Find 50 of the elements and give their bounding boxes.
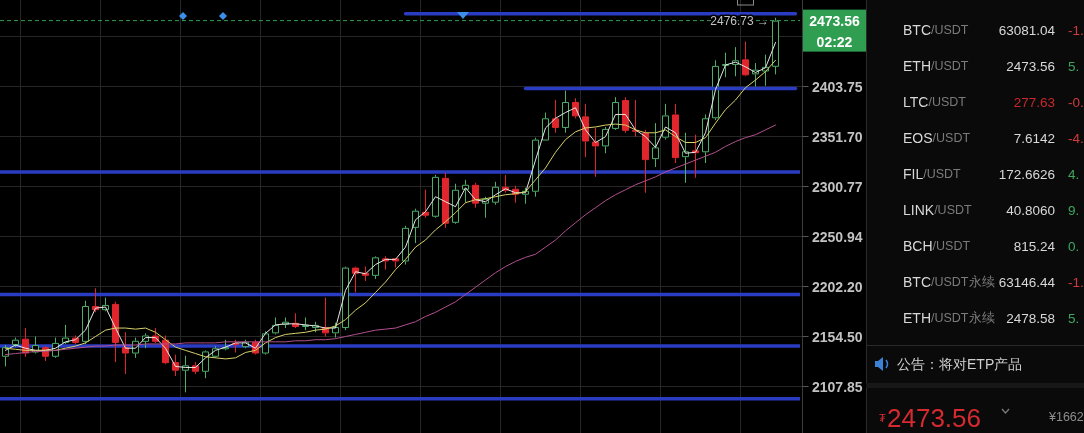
y-tick-label: 2403.75 [812, 78, 863, 95]
text: -1. [1068, 274, 1084, 290]
text: 2473.56 [1006, 58, 1055, 74]
text: 4. [1068, 166, 1080, 182]
text: ETH [903, 310, 931, 326]
ref-line-label: 2473.56 [809, 12, 861, 29]
y-tick-label: 2250.94 [812, 228, 863, 245]
text: 9. [1068, 202, 1080, 218]
text: 2478.58 [1006, 310, 1055, 326]
text: 63146.44 [998, 274, 1056, 290]
text: -4. [1068, 130, 1084, 146]
text: /USDT [931, 59, 969, 73]
text: /USDT [934, 203, 972, 217]
y-tick-label: 2351.70 [812, 128, 863, 145]
text: FIL [903, 166, 924, 182]
text: BCH [903, 238, 933, 254]
annotation: 2476.73 → [710, 14, 769, 29]
text: /USDT永续 [931, 274, 995, 289]
text: /USDT [931, 23, 969, 37]
y-tick-label: 2300.77 [812, 178, 863, 195]
text: /USDT [923, 167, 962, 181]
text: -1. [1068, 22, 1084, 38]
text: 0. [1068, 238, 1080, 254]
text: 2473.56 [887, 403, 981, 433]
text: 815.24 [1013, 238, 1056, 254]
text: 277.63 [1013, 94, 1055, 110]
y-tick-label: 2154.50 [812, 328, 863, 345]
text: /USDT [932, 131, 971, 145]
text: 5. [1068, 310, 1080, 326]
y-tick-label: 2107.85 [812, 378, 863, 395]
y-tick-label: 2202.20 [812, 278, 863, 295]
text: 172.6626 [998, 166, 1055, 182]
text: /USDT永续 [931, 310, 995, 325]
text: ¥1662 [1048, 410, 1084, 424]
text: 40.8060 [1006, 202, 1055, 218]
text: LTC [903, 94, 929, 110]
text: ETH [903, 58, 931, 74]
text: BTC [903, 22, 931, 38]
text: ₮ [879, 412, 886, 424]
text: 公告：将对ETP产品 [897, 356, 1023, 372]
text: 02:22 [816, 33, 853, 50]
text: -0. [1068, 94, 1084, 110]
text: EOS [903, 130, 933, 146]
text: 7.6142 [1013, 130, 1055, 146]
text: BTC [903, 274, 931, 290]
text: 63081.04 [998, 22, 1056, 38]
text: LINK [903, 202, 935, 218]
text: /USDT [932, 239, 971, 253]
text: /USDT [928, 95, 967, 109]
text: 5. [1068, 58, 1080, 74]
